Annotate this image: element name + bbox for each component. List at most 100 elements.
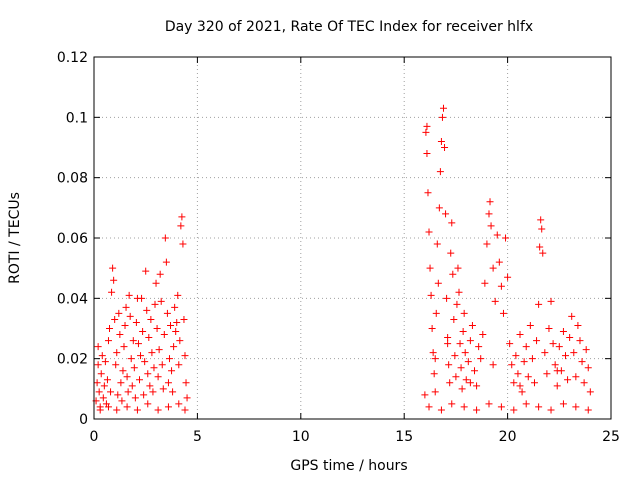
data-point bbox=[516, 382, 524, 390]
data-point bbox=[572, 373, 580, 381]
data-point bbox=[489, 361, 497, 369]
data-point bbox=[104, 337, 112, 345]
data-point bbox=[520, 358, 528, 366]
data-point bbox=[118, 397, 126, 405]
data-point bbox=[183, 394, 191, 402]
data-point bbox=[485, 210, 493, 218]
data-point bbox=[120, 343, 128, 351]
data-point bbox=[584, 364, 592, 372]
data-point bbox=[146, 382, 154, 390]
data-point bbox=[143, 306, 151, 314]
data-point bbox=[100, 382, 108, 390]
data-point bbox=[425, 228, 433, 236]
data-point bbox=[160, 331, 168, 339]
data-point bbox=[549, 340, 557, 348]
data-point bbox=[453, 300, 461, 308]
data-point bbox=[177, 222, 185, 230]
data-point bbox=[533, 337, 541, 345]
data-point bbox=[574, 321, 582, 329]
data-point bbox=[425, 403, 433, 411]
data-point bbox=[173, 318, 181, 326]
data-point bbox=[559, 400, 567, 408]
data-point bbox=[134, 340, 142, 348]
data-point bbox=[576, 337, 584, 345]
data-point bbox=[122, 303, 130, 311]
data-point bbox=[545, 325, 553, 332]
data-point bbox=[171, 303, 179, 311]
data-point bbox=[551, 361, 559, 369]
data-point bbox=[586, 388, 594, 396]
data-point bbox=[457, 364, 465, 372]
data-point bbox=[454, 264, 462, 272]
data-point bbox=[466, 379, 474, 387]
data-point bbox=[162, 258, 170, 266]
y-tick-label: 0 bbox=[79, 412, 88, 428]
data-point bbox=[97, 370, 105, 378]
data-point bbox=[123, 373, 131, 381]
data-point bbox=[512, 352, 520, 360]
data-point bbox=[547, 297, 555, 305]
data-point bbox=[553, 382, 561, 390]
data-point bbox=[179, 240, 187, 248]
x-tick-label: 25 bbox=[602, 429, 620, 445]
data-point bbox=[452, 373, 460, 381]
data-point bbox=[522, 400, 530, 408]
data-point bbox=[101, 358, 109, 366]
data-point bbox=[456, 340, 464, 348]
data-point bbox=[541, 349, 549, 357]
y-axis-label: ROTI / TECUs bbox=[7, 192, 23, 284]
data-point bbox=[167, 321, 175, 329]
data-point bbox=[181, 352, 189, 360]
axis-ticks: 0 5 10 15 20 25 0 0.02 0.04 0.06 0.08 0.1 0.12 bbox=[57, 50, 620, 445]
data-point bbox=[99, 394, 107, 402]
data-point bbox=[524, 373, 532, 381]
data-point bbox=[429, 349, 437, 357]
data-point bbox=[441, 144, 449, 151]
data-point bbox=[151, 300, 159, 308]
data-point bbox=[462, 376, 470, 384]
data-point bbox=[422, 128, 430, 136]
data-point bbox=[154, 373, 162, 381]
y-tick-label: 0.1 bbox=[66, 110, 88, 126]
data-point bbox=[180, 315, 188, 323]
x-tick-label: 20 bbox=[499, 429, 517, 445]
data-point bbox=[443, 294, 451, 302]
data-point bbox=[129, 337, 137, 345]
data-point bbox=[536, 243, 544, 251]
data-point bbox=[109, 264, 117, 272]
data-point bbox=[130, 364, 138, 372]
data-point bbox=[564, 376, 572, 384]
data-points bbox=[92, 104, 594, 414]
data-point bbox=[466, 337, 474, 345]
data-point bbox=[437, 137, 445, 145]
data-point bbox=[98, 352, 106, 360]
x-tick-label: 15 bbox=[395, 429, 413, 445]
data-point bbox=[156, 270, 164, 278]
data-point bbox=[117, 379, 125, 387]
data-point bbox=[447, 249, 455, 257]
y-tick-label: 0.12 bbox=[57, 50, 88, 66]
y-tick-label: 0.02 bbox=[57, 352, 88, 368]
data-point bbox=[570, 349, 578, 357]
data-point bbox=[516, 331, 524, 339]
data-point bbox=[566, 334, 574, 342]
data-point bbox=[178, 213, 186, 221]
data-point bbox=[431, 388, 439, 396]
data-point bbox=[449, 270, 457, 278]
data-point bbox=[568, 312, 576, 320]
chart-title: Day 320 of 2021, Rate Of TEC Index for r… bbox=[165, 19, 533, 35]
data-point bbox=[125, 291, 133, 299]
data-point bbox=[479, 331, 487, 339]
data-point bbox=[155, 346, 163, 354]
data-point bbox=[169, 388, 177, 396]
data-point bbox=[93, 379, 101, 387]
data-point bbox=[510, 379, 518, 387]
data-point bbox=[124, 388, 132, 396]
data-point bbox=[572, 403, 580, 411]
data-point bbox=[455, 288, 463, 296]
data-point bbox=[458, 385, 466, 393]
data-point bbox=[518, 388, 526, 396]
data-point bbox=[510, 406, 518, 414]
data-point bbox=[138, 294, 146, 302]
